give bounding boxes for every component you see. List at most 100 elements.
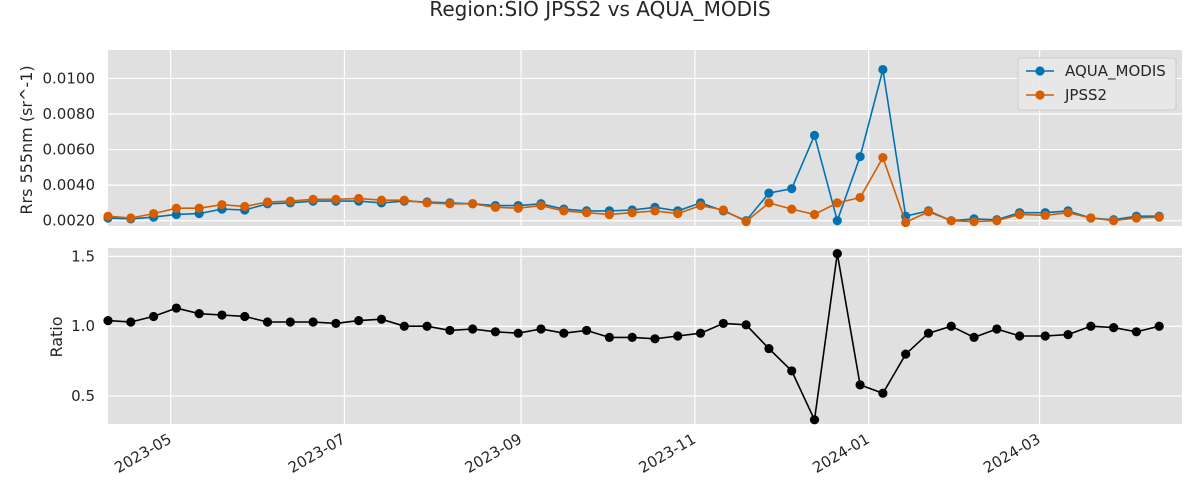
legend: AQUA_MODIS JPSS2	[1017, 57, 1177, 111]
data-point	[627, 208, 637, 218]
data-point	[399, 321, 409, 331]
data-point	[809, 209, 820, 220]
data-point	[581, 208, 592, 218]
data-point	[513, 328, 523, 338]
y-tick-label: 1.5	[71, 247, 95, 265]
panel-background	[108, 248, 1182, 424]
panel-1: 0.5 1.0 1.5	[71, 247, 1182, 425]
data-point	[126, 317, 136, 327]
data-point	[992, 324, 1002, 334]
data-point	[262, 197, 273, 207]
data-point	[581, 325, 592, 336]
data-point	[468, 324, 478, 334]
data-point	[262, 317, 273, 327]
data-point	[308, 194, 318, 204]
data-point	[148, 208, 159, 219]
panel-0: 0.0020 0.0040 0.0060 0.0080 0.0100 AQUA_MODIS…	[43, 50, 1182, 230]
data-point	[126, 213, 136, 223]
data-point	[354, 193, 364, 204]
top-y-axis-label: Rrs 555nm (sr^-1)	[17, 65, 36, 214]
data-point	[764, 198, 774, 208]
data-point	[1086, 213, 1096, 223]
data-point	[946, 321, 956, 331]
data-point	[1040, 331, 1050, 341]
data-point	[855, 380, 865, 390]
data-point	[604, 332, 614, 342]
data-point	[901, 349, 911, 359]
data-point	[787, 204, 797, 214]
y-tick-label: 0.0100	[43, 69, 96, 87]
data-point	[764, 188, 774, 198]
data-point	[673, 331, 683, 341]
data-point	[376, 314, 387, 324]
data-point	[422, 198, 432, 208]
data-point	[490, 327, 501, 337]
y-tick-label: 0.5	[71, 387, 95, 405]
data-point	[787, 184, 797, 194]
data-point	[1040, 210, 1050, 220]
data-point	[901, 217, 911, 228]
data-point	[650, 334, 660, 344]
chart-title: Region:SIO JPSS2 vs AQUA_MODIS	[429, 0, 770, 21]
data-point	[445, 325, 455, 336]
x-tick-label: 2023-07	[285, 430, 348, 477]
y-tick-label: 0.0060	[43, 141, 96, 159]
y-tick-label: 0.0080	[43, 105, 96, 123]
data-point	[1015, 209, 1025, 220]
data-point	[741, 320, 751, 330]
data-point	[1154, 212, 1164, 222]
data-point	[1086, 321, 1096, 331]
data-point	[1063, 208, 1073, 218]
data-point	[923, 328, 934, 338]
data-point	[878, 388, 888, 398]
gridlines	[108, 50, 1182, 226]
data-point	[148, 311, 159, 322]
data-point	[1015, 331, 1025, 341]
data-point	[923, 207, 934, 217]
data-point	[878, 152, 888, 163]
x-tick-label: 2023-11	[636, 430, 699, 477]
x-tick-label: 2024-03	[980, 430, 1043, 477]
data-point	[627, 332, 637, 342]
data-point	[331, 194, 341, 204]
data-point	[240, 311, 250, 322]
data-point	[969, 216, 979, 227]
data-point	[604, 209, 614, 220]
data-point	[741, 216, 751, 227]
data-point	[946, 216, 956, 226]
data-point	[969, 332, 979, 342]
data-point	[331, 318, 341, 329]
data-point	[171, 303, 181, 313]
data-point	[809, 130, 820, 140]
data-point	[855, 152, 865, 162]
data-point	[536, 200, 546, 211]
data-point	[399, 195, 409, 205]
data-point	[513, 203, 523, 213]
data-point	[422, 321, 432, 331]
data-point	[832, 248, 842, 259]
data-point	[217, 310, 227, 320]
data-point	[650, 206, 660, 216]
data-point	[217, 200, 227, 210]
data-point	[308, 317, 318, 327]
data-point	[376, 195, 387, 205]
data-point	[787, 366, 797, 376]
data-point	[1063, 330, 1073, 340]
panel-background	[108, 50, 1182, 226]
data-point	[764, 343, 774, 354]
data-point	[536, 324, 546, 334]
data-point	[1109, 323, 1119, 333]
data-point	[354, 316, 364, 326]
legend-box	[1017, 57, 1177, 111]
legend-marker	[1035, 90, 1045, 100]
data-point	[1154, 321, 1164, 331]
x-tick-label: 2023-09	[462, 430, 525, 477]
data-point	[1109, 216, 1119, 226]
x-tick-label: 2023-05	[111, 430, 174, 477]
data-point	[240, 201, 250, 212]
data-point	[832, 216, 842, 226]
y-tick-label: 0.0020	[43, 212, 96, 230]
y-tick-label: 1.0	[71, 317, 95, 335]
